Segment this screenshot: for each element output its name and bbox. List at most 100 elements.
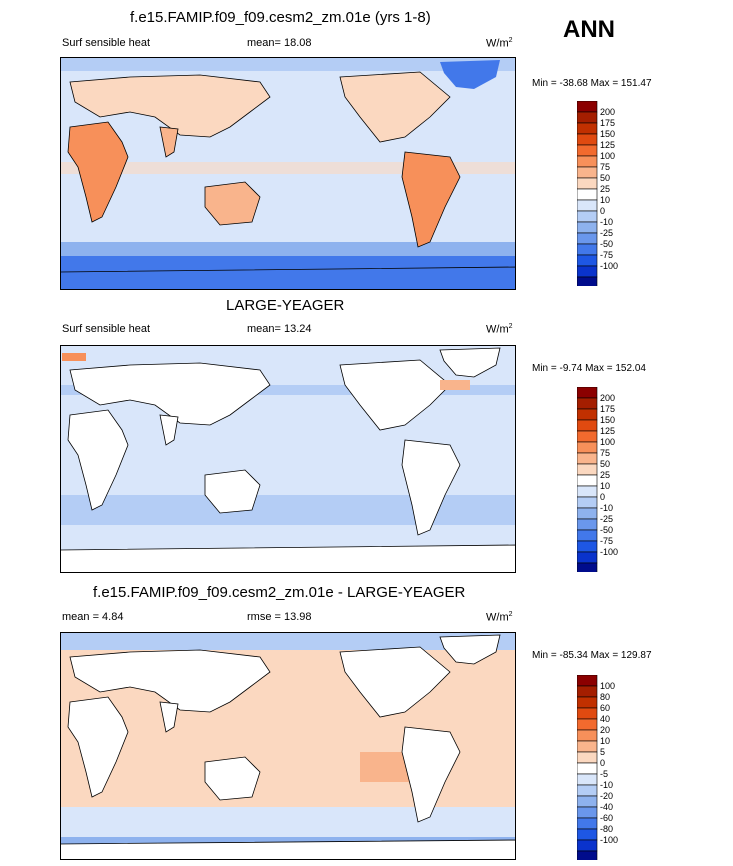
colorbar-level-label: -25 — [600, 228, 613, 238]
panel2-map — [60, 345, 516, 573]
colorbar-level-label: 10 — [600, 195, 610, 205]
panel1-units-text: W/m — [486, 37, 509, 50]
colorbar-level-label: -25 — [600, 514, 613, 524]
panel3-mean: mean = 4.84 — [62, 611, 124, 623]
colorbar-swatch — [577, 133, 598, 146]
colorbar-swatch — [577, 518, 598, 531]
colorbar-swatch — [577, 839, 598, 852]
panel1-units-sup: 2 — [508, 37, 513, 44]
colorbar-level-label: 25 — [600, 470, 610, 480]
colorbar-level-label: 40 — [600, 714, 610, 724]
colorbar-swatch — [577, 562, 598, 572]
colorbar-level-label: -50 — [600, 525, 613, 535]
panel2-units-sup: 2 — [508, 323, 513, 330]
panel2-mean-value: 13.24 — [284, 323, 312, 335]
colorbar-swatch — [577, 254, 598, 267]
colorbar-swatch — [577, 408, 598, 421]
panel1-minmax: Min = -38.68 Max = 151.47 — [532, 78, 652, 89]
colorbar-swatch — [577, 155, 598, 168]
colorbar-swatch — [577, 540, 598, 553]
colorbar-level-label: -50 — [600, 239, 613, 249]
colorbar-swatch — [577, 452, 598, 465]
colorbar-level-label: -5 — [600, 769, 608, 779]
colorbar-swatch — [577, 199, 598, 212]
panel3-rmse: rmse = 13.98 — [247, 611, 312, 623]
colorbar-swatch — [577, 111, 598, 124]
colorbar-swatch — [577, 463, 598, 476]
colorbar-swatch — [577, 221, 598, 234]
panel1-mean: mean= 18.08 — [247, 37, 312, 49]
panel2-units-text: W/m — [486, 323, 509, 336]
panel1-units: W/m2 — [486, 37, 513, 50]
colorbar-swatch — [577, 828, 598, 841]
colorbar-level-label: 100 — [600, 437, 615, 447]
panel3-units: W/m2 — [486, 611, 513, 624]
colorbar-level-label: 5 — [600, 747, 605, 757]
colorbar-level-label: -100 — [600, 835, 618, 845]
panel1-mean-value: 18.08 — [284, 37, 312, 49]
colorbar-level-label: -10 — [600, 217, 613, 227]
colorbar-level-label: -75 — [600, 250, 613, 260]
panel3-rmse-label: rmse = — [247, 611, 281, 623]
panel3-units-text: W/m — [486, 611, 509, 624]
colorbar-swatch — [577, 529, 598, 542]
colorbar-swatch — [577, 397, 598, 410]
panel2-units: W/m2 — [486, 323, 513, 336]
colorbar-swatch — [577, 243, 598, 256]
colorbar-level-label: -10 — [600, 503, 613, 513]
colorbar-level-label: 25 — [600, 184, 610, 194]
colorbar-level-label: 0 — [600, 758, 605, 768]
colorbar-level-label: 0 — [600, 206, 605, 216]
panel2-variable-label: Surf sensible heat — [62, 323, 151, 335]
panel2-mean: mean= 13.24 — [247, 323, 312, 335]
panel2-mean-label: mean= — [247, 323, 281, 335]
colorbar-swatch — [577, 101, 598, 113]
panel1-variable-label: Surf sensible heat — [62, 37, 151, 49]
colorbar-swatch — [577, 806, 598, 819]
colorbar-level-label: -60 — [600, 813, 613, 823]
colorbar-level-label: 50 — [600, 459, 610, 469]
colorbar-swatch — [577, 751, 598, 764]
colorbar-swatch — [577, 850, 598, 860]
panel1-title: f.e15.FAMIP.f09_f09.cesm2_zm.01e (yrs 1-… — [130, 9, 431, 26]
colorbar-level-label: 175 — [600, 404, 615, 414]
panel3-title: f.e15.FAMIP.f09_f09.cesm2_zm.01e - LARGE… — [93, 584, 466, 601]
colorbar-level-label: 0 — [600, 492, 605, 502]
colorbar-level-label: 10 — [600, 481, 610, 491]
panel2-title: LARGE-YEAGER — [226, 297, 345, 314]
colorbar-level-label: 100 — [600, 151, 615, 161]
colorbar-level-label: 75 — [600, 162, 610, 172]
colorbar-level-label: 125 — [600, 140, 615, 150]
colorbar-level-label: 175 — [600, 118, 615, 128]
colorbar-swatch — [577, 795, 598, 808]
colorbar-swatch — [577, 762, 598, 775]
colorbar-swatch — [577, 718, 598, 731]
panel3-rmse-value: 13.98 — [284, 611, 312, 623]
colorbar-swatch — [577, 707, 598, 720]
colorbar-level-label: 10 — [600, 736, 610, 746]
colorbar-swatch — [577, 773, 598, 786]
colorbar-level-label: 200 — [600, 107, 615, 117]
colorbar-swatch — [577, 387, 598, 399]
colorbar-level-label: -80 — [600, 824, 613, 834]
colorbar-swatch — [577, 485, 598, 498]
colorbar-swatch — [577, 144, 598, 157]
panel1-mean-label: mean= — [247, 37, 281, 49]
panel1-map — [60, 57, 516, 290]
colorbar-level-label: 80 — [600, 692, 610, 702]
colorbar-level-label: -40 — [600, 802, 613, 812]
colorbar-swatch — [577, 419, 598, 432]
colorbar-level-label: -20 — [600, 791, 613, 801]
colorbar-swatch — [577, 729, 598, 742]
colorbar-swatch — [577, 122, 598, 135]
colorbar-level-label: 150 — [600, 129, 615, 139]
panel3-map — [60, 632, 516, 860]
colorbar-level-label: -100 — [600, 261, 618, 271]
panel3-units-sup: 2 — [508, 611, 513, 618]
colorbar-swatch — [577, 265, 598, 278]
colorbar-swatch — [577, 210, 598, 223]
colorbar-swatch — [577, 166, 598, 179]
colorbar-swatch — [577, 276, 598, 286]
